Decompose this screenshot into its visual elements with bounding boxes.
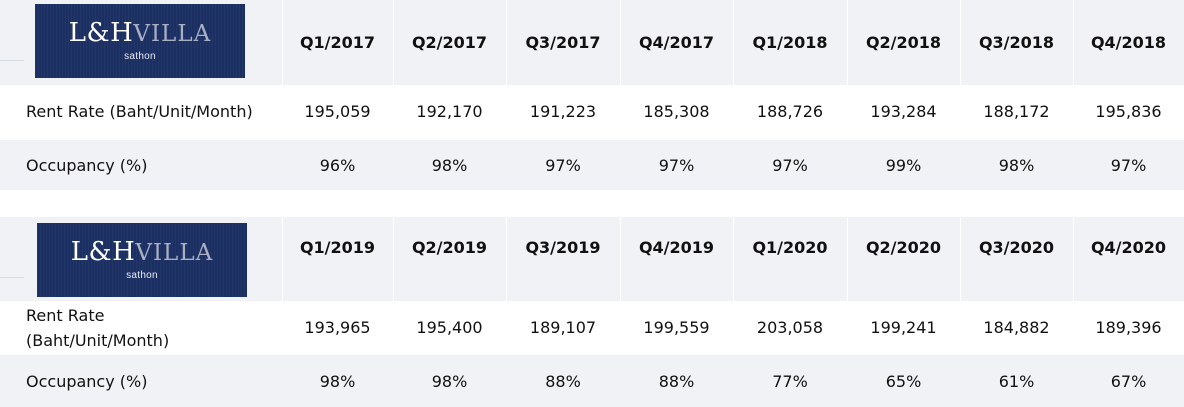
divider: [733, 217, 734, 302]
table-cell: 98%: [431, 155, 468, 175]
table-cell: 195,836: [1095, 101, 1162, 121]
column-header: Q2/2018: [865, 33, 942, 52]
column-header: Q3/2020: [978, 237, 1055, 257]
divider: [960, 0, 961, 85]
row-label: Occupancy (%): [26, 371, 148, 391]
divider: [847, 0, 848, 85]
table-cell: 189,396: [1095, 318, 1162, 337]
table-row-rent-rate: Rent Rate (Baht/Unit/Month) 195,059 192,…: [0, 85, 1184, 137]
row-label-line: (Baht/Unit/Month): [26, 330, 170, 350]
table-header-row: L&HVILLA sathon Q1/2019 Q2/2019 Q3/2019 …: [0, 217, 1184, 302]
column-header: Q1/2020: [752, 237, 828, 257]
table-cell: 189,107: [529, 318, 597, 337]
divider: [282, 217, 283, 302]
table-cell: 185,308: [643, 101, 710, 121]
table-cell: 98%: [998, 155, 1035, 175]
logo-cell: L&HVILLA sathon: [0, 217, 282, 302]
table-cell: 192,170: [416, 101, 483, 121]
rent-table-2019-2020: L&HVILLA sathon Q1/2019 Q2/2019 Q3/2019 …: [0, 217, 1184, 407]
divider: [620, 0, 621, 85]
row-label: Occupancy (%): [26, 155, 148, 175]
table-cell: 97%: [545, 155, 581, 175]
table-cell: 97%: [1110, 155, 1147, 175]
table-cell: 65%: [885, 371, 922, 391]
divider: [506, 0, 507, 85]
table-cell: 193,965: [304, 318, 371, 337]
table-cell: 188,726: [756, 101, 824, 121]
table-cell: 97%: [772, 155, 808, 175]
table-cell: 191,223: [529, 101, 597, 121]
logo-wordmark: L&HVILLA: [68, 18, 212, 48]
table-cell: 67%: [1110, 371, 1147, 391]
header-edge: [0, 217, 24, 278]
table-row-occupancy: Occupancy (%) 96% 98% 97% 97% 97% 99% 98…: [0, 140, 1184, 190]
table-cell: 184,882: [983, 318, 1050, 337]
row-label: Rent Rate (Baht/Unit/Month): [26, 101, 253, 121]
table-cell: 188,172: [983, 101, 1050, 121]
column-header: Q1/2017: [299, 33, 376, 52]
table-cell: 98%: [319, 371, 356, 391]
header-edge: [0, 0, 24, 61]
divider: [960, 217, 961, 302]
divider: [282, 0, 283, 85]
table-header-row: L&HVILLA sathon Q1/2017 Q2/2017 Q3/2017 …: [0, 0, 1184, 85]
logo-location: sathon: [124, 51, 156, 62]
divider: [1073, 217, 1074, 302]
table-cell: 96%: [319, 155, 356, 175]
divider: [393, 217, 394, 302]
table-cell: 98%: [431, 371, 468, 391]
row-label: Rent Rate (Baht/Unit/Month): [26, 301, 169, 354]
column-header: Q4/2017: [638, 33, 715, 52]
table-cell: 88%: [658, 371, 695, 391]
table-cell: 61%: [998, 371, 1035, 391]
table-cell: 195,059: [304, 101, 371, 121]
logo-cell: L&HVILLA sathon: [0, 0, 282, 85]
table-cell: 199,559: [643, 318, 710, 337]
divider: [847, 217, 848, 302]
column-header: Q3/2018: [978, 33, 1055, 52]
table-cell: 199,241: [870, 318, 937, 337]
divider: [393, 0, 394, 85]
rent-table-2017-2018: L&HVILLA sathon Q1/2017 Q2/2017 Q3/2017 …: [0, 0, 1184, 190]
table-cell: 77%: [772, 371, 808, 391]
logo-location: sathon: [126, 270, 158, 281]
column-header: Q4/2018: [1090, 33, 1167, 52]
table-cell: 203,058: [756, 318, 824, 337]
column-header: Q2/2019: [411, 237, 488, 257]
column-header: Q1/2018: [752, 33, 828, 52]
table-cell: 88%: [545, 371, 581, 391]
table-row-occupancy: Occupancy (%) 98% 98% 88% 88% 77% 65% 61…: [0, 355, 1184, 407]
column-header: Q1/2019: [299, 237, 376, 257]
column-header: Q2/2020: [865, 237, 942, 257]
row-label-line: Rent Rate: [26, 305, 105, 325]
table-cell: 195,400: [416, 318, 483, 337]
column-header: Q3/2017: [525, 33, 601, 52]
column-header: Q3/2019: [525, 237, 601, 257]
table-cell: 193,284: [870, 101, 937, 121]
column-header: Q4/2019: [638, 237, 715, 257]
table-cell: 99%: [885, 155, 922, 175]
table-cell: 97%: [658, 155, 695, 175]
column-header: Q2/2017: [411, 33, 488, 52]
divider: [506, 217, 507, 302]
table-row-rent-rate: Rent Rate (Baht/Unit/Month) 193,965 195,…: [0, 301, 1184, 354]
divider: [620, 217, 621, 302]
column-header: Q4/2020: [1090, 237, 1167, 257]
lh-villa-logo: L&HVILLA sathon: [35, 4, 245, 78]
logo-wordmark: L&HVILLA: [70, 237, 214, 267]
divider: [1073, 0, 1074, 85]
table-spacer: [0, 190, 1184, 217]
divider: [733, 0, 734, 85]
lh-villa-logo: L&HVILLA sathon: [37, 223, 247, 297]
